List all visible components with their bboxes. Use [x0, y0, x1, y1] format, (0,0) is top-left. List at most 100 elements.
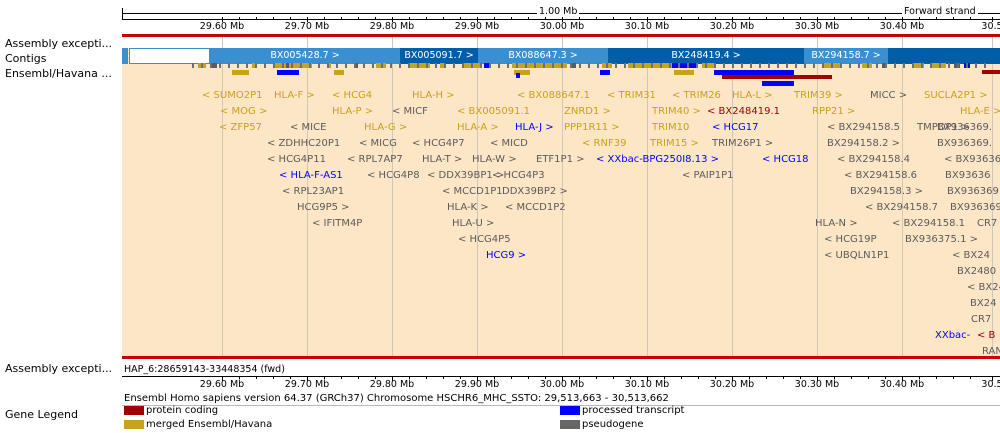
gene-feature-block[interactable]	[516, 73, 520, 78]
gene-label-link[interactable]: TMPOP1 >	[917, 122, 970, 133]
gene-label-link[interactable]: < ZFP57	[219, 122, 262, 133]
gene-label-link[interactable]: < DDX39BP1 >	[427, 170, 505, 181]
gene-label-link[interactable]: XXbac-	[935, 330, 971, 341]
gene-feature-block[interactable]	[232, 70, 249, 75]
contig-segment[interactable]	[122, 48, 128, 64]
gene-label-link[interactable]: HLA-K >	[447, 202, 489, 213]
gene-feature-block[interactable]	[702, 63, 714, 68]
gene-feature-block[interactable]	[304, 63, 312, 68]
gene-feature-block[interactable]	[354, 63, 358, 68]
gene-label-link[interactable]: HCG9P5 >	[297, 202, 350, 213]
gene-label-link[interactable]: BX294158.2 >	[827, 138, 900, 149]
gene-label-link[interactable]: < HLA-F-AS1	[279, 170, 343, 181]
gene-feature-block[interactable]	[912, 63, 924, 68]
gene-label-link[interactable]: HLA-H >	[412, 90, 455, 101]
gene-feature-block[interactable]	[722, 75, 832, 79]
contig-track[interactable]: BX005428.7 > BX005091.7 > BX088647.3 > B…	[122, 48, 1000, 64]
gene-feature-block[interactable]	[600, 70, 610, 75]
gene-label-link[interactable]: < HCG4	[332, 90, 373, 101]
gene-label-link[interactable]: BX93636	[945, 170, 991, 181]
gene-label-link[interactable]: < PAIP1P1	[682, 170, 734, 181]
contig-bx005428[interactable]: BX005428.7 >	[210, 48, 400, 64]
gene-feature-block[interactable]	[212, 63, 217, 68]
gene-label-link[interactable]: < MICG	[359, 138, 397, 149]
gene-label-link[interactable]: < UBQLN1P1	[824, 250, 890, 261]
gene-label-link[interactable]: < SUMO2P1	[202, 90, 263, 101]
gene-label-link[interactable]: PPP1R11 >	[564, 122, 620, 133]
gene-label-link[interactable]: < MICD	[490, 138, 528, 149]
gene-label-link[interactable]: < HCG4P11	[267, 154, 326, 165]
gene-label-link[interactable]: DDX39BP2 >	[502, 186, 568, 197]
gene-label-link[interactable]: < RNF39	[582, 138, 627, 149]
gene-feature-block[interactable]	[628, 63, 642, 68]
gene-label-link[interactable]: < MICE	[290, 122, 327, 133]
gene-label-link[interactable]: < HCG4P8	[367, 170, 420, 181]
gene-label-link[interactable]: < TRIM26	[672, 90, 721, 101]
gene-label-link[interactable]: CR7	[977, 218, 998, 229]
gene-label-link[interactable]: BX936369	[947, 186, 999, 197]
gene-feature-block[interactable]	[484, 63, 490, 68]
gene-label-link[interactable]: HLA-F >	[274, 90, 315, 101]
gene-feature-block[interactable]	[410, 63, 430, 68]
contig-bx005091[interactable]: BX005091.7 >	[400, 48, 478, 64]
gene-feature-block[interactable]	[277, 70, 299, 75]
contig-bx294158[interactable]: BX294158.7 >	[804, 48, 888, 64]
gene-feature-block[interactable]	[672, 63, 696, 68]
assembly-exception-label-top[interactable]: Assembly excepti...	[5, 37, 113, 50]
gene-label-link[interactable]: < HCG4P5	[458, 234, 511, 245]
gene-label-link[interactable]: < B	[977, 330, 996, 341]
gene-label-link[interactable]: < HCG19P	[824, 234, 877, 245]
gene-label-link[interactable]: BX936369.	[937, 138, 993, 149]
contigs-label[interactable]: Contigs	[5, 52, 47, 65]
gene-feature-block[interactable]	[572, 63, 576, 68]
gene-feature-block[interactable]	[327, 63, 331, 68]
gene-label-link[interactable]: < HCG4P3	[492, 170, 545, 181]
gene-label-link[interactable]: HLA-W >	[472, 154, 517, 165]
gene-label-link[interactable]: < BX294158.5	[827, 122, 900, 133]
gene-label-link[interactable]: TRIM15 >	[650, 138, 699, 149]
gene-label-link[interactable]: < BX294158.7	[865, 202, 938, 213]
gene-feature-block[interactable]	[714, 70, 794, 75]
gene-label-link[interactable]: TRIM10	[652, 122, 690, 133]
gene-label-link[interactable]: HLA-T >	[422, 154, 463, 165]
gene-label-link[interactable]: < ZDHHC20P1	[267, 138, 341, 149]
gene-feature-block[interactable]	[334, 70, 344, 75]
gene-label-link[interactable]: CR7	[971, 314, 992, 325]
gene-label-link[interactable]: < BX93636	[944, 154, 1000, 165]
gene-label-link[interactable]: MICC >	[870, 90, 908, 101]
gene-label-link[interactable]: < MCCD1P2	[505, 202, 566, 213]
gene-label-link[interactable]: < HCG18	[762, 154, 809, 165]
gene-label-link[interactable]: < BX005091.1	[457, 106, 530, 117]
gene-label-link[interactable]: TRIM40 >	[652, 106, 701, 117]
gene-label-link[interactable]: BX2480	[957, 266, 997, 277]
gene-feature-block[interactable]	[252, 63, 256, 68]
gene-label-link[interactable]: SUCLA2P1 >	[924, 90, 988, 101]
gene-label-link[interactable]: < HCG17	[712, 122, 759, 133]
gene-feature-block[interactable]	[982, 70, 1000, 74]
gene-feature-block[interactable]	[642, 63, 672, 68]
assembly-exception-bar-top[interactable]	[122, 34, 1000, 37]
gene-label-link[interactable]: < BX088647.1	[517, 90, 590, 101]
contig-bx088647[interactable]: BX088647.3 >	[478, 48, 608, 64]
gene-feature-block[interactable]	[762, 81, 794, 86]
gene-label-link[interactable]: < BX248419.1	[707, 106, 780, 117]
gene-label-link[interactable]: HLA-N >	[815, 218, 858, 229]
gene-label-link[interactable]: HLA-L >	[732, 90, 773, 101]
gene-feature-block[interactable]	[674, 70, 694, 75]
gene-label-link[interactable]: BX936375.1 >	[905, 234, 978, 245]
gene-label-link[interactable]: < TRIM31	[607, 90, 656, 101]
gene-label-link[interactable]: < BX24	[952, 250, 990, 261]
gene-feature-block[interactable]	[514, 70, 530, 75]
gene-label-link[interactable]: BX936369.	[937, 122, 993, 133]
gene-label-link[interactable]: HCG9 >	[486, 250, 527, 261]
gene-label-link[interactable]: < MCCD1P1	[442, 186, 503, 197]
gene-label-link[interactable]: < BX24	[967, 282, 1000, 293]
gene-label-link[interactable]: TRIM39 >	[794, 90, 843, 101]
gene-label-link[interactable]: RPP21 >	[812, 106, 856, 117]
gene-label-link[interactable]: < BX294158.1	[892, 218, 965, 229]
gene-label-link[interactable]: < XXbac-BPG250I8.13 >	[596, 154, 719, 165]
gene-label-link[interactable]: HLA-U >	[452, 218, 495, 229]
gene-feature-block[interactable]	[440, 63, 446, 68]
gene-label-link[interactable]: < MICF	[392, 106, 428, 117]
gene-label-link[interactable]: TRIM26P1 >	[712, 138, 774, 149]
